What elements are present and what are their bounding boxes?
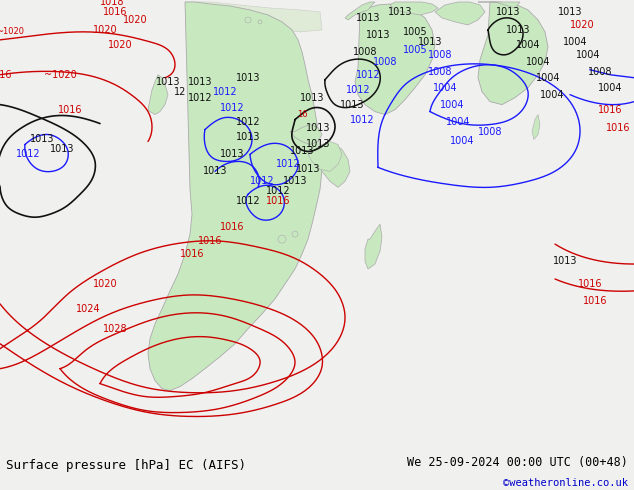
Polygon shape <box>390 2 438 15</box>
Text: 1004: 1004 <box>536 73 560 83</box>
Text: 1013: 1013 <box>558 7 582 17</box>
Text: 1004: 1004 <box>540 90 564 99</box>
Polygon shape <box>148 2 322 391</box>
Text: 1012: 1012 <box>220 102 244 113</box>
Text: 1004: 1004 <box>450 137 474 147</box>
Text: 1016: 1016 <box>58 104 82 115</box>
Text: 1013: 1013 <box>418 37 443 47</box>
Text: 1020: 1020 <box>123 15 147 25</box>
Text: 1013: 1013 <box>283 176 307 186</box>
Text: 1008: 1008 <box>353 47 377 57</box>
Text: 1013: 1013 <box>295 164 320 174</box>
Text: 1016: 1016 <box>0 70 12 80</box>
Polygon shape <box>345 2 375 20</box>
Text: 1020: 1020 <box>108 40 133 50</box>
Text: 16: 16 <box>297 110 307 119</box>
Text: 1004: 1004 <box>563 37 587 47</box>
Text: 1008: 1008 <box>428 67 452 77</box>
Text: 1013: 1013 <box>300 93 324 102</box>
Text: 12: 12 <box>174 87 186 97</box>
Text: 1004: 1004 <box>598 83 622 93</box>
Text: 1016: 1016 <box>578 279 602 289</box>
Polygon shape <box>316 145 350 187</box>
Text: 1004: 1004 <box>526 57 550 67</box>
Circle shape <box>292 231 298 237</box>
Text: 1020: 1020 <box>570 20 594 30</box>
Text: 1016: 1016 <box>266 196 290 206</box>
Text: 1013: 1013 <box>366 30 391 40</box>
Text: 1004: 1004 <box>440 99 464 110</box>
Text: 1012: 1012 <box>356 70 380 80</box>
Text: 1016: 1016 <box>103 7 127 17</box>
Text: ~1020: ~1020 <box>0 27 24 36</box>
Text: 1016: 1016 <box>598 104 622 115</box>
Polygon shape <box>290 124 322 145</box>
Text: 1005: 1005 <box>403 27 427 37</box>
Text: 1004: 1004 <box>515 40 540 50</box>
Text: 1016: 1016 <box>220 222 244 232</box>
Polygon shape <box>355 4 435 115</box>
Text: 1012: 1012 <box>236 196 261 206</box>
Text: 1016: 1016 <box>583 296 607 306</box>
Polygon shape <box>148 75 168 115</box>
Text: 1012: 1012 <box>350 115 374 124</box>
Text: 1008: 1008 <box>478 126 502 137</box>
Text: 1018: 1018 <box>100 0 124 7</box>
Text: 1013: 1013 <box>203 167 227 176</box>
Polygon shape <box>478 2 520 8</box>
Text: 1008: 1008 <box>588 67 612 77</box>
Polygon shape <box>532 115 540 140</box>
Text: 1013: 1013 <box>496 7 521 17</box>
Text: ~1020: ~1020 <box>44 70 76 80</box>
Text: 1013: 1013 <box>30 134 55 145</box>
Polygon shape <box>308 142 342 172</box>
Circle shape <box>245 17 251 23</box>
Text: 1013: 1013 <box>49 145 74 154</box>
Text: 1004: 1004 <box>433 83 457 93</box>
Text: 1016: 1016 <box>198 236 223 246</box>
Text: 1013: 1013 <box>220 149 244 159</box>
Text: 1012: 1012 <box>212 87 237 97</box>
Text: 1008: 1008 <box>428 50 452 60</box>
Text: 1013: 1013 <box>306 122 330 132</box>
Text: 1013: 1013 <box>340 99 365 110</box>
Text: 1012: 1012 <box>188 93 212 102</box>
Polygon shape <box>185 2 322 32</box>
Text: 1013: 1013 <box>306 140 330 149</box>
Text: 1028: 1028 <box>103 324 127 334</box>
Text: 1012: 1012 <box>346 85 370 95</box>
Text: 1024: 1024 <box>75 304 100 314</box>
Text: 1013: 1013 <box>290 147 314 156</box>
Text: 1013: 1013 <box>236 132 260 143</box>
Text: 1012: 1012 <box>266 186 290 196</box>
Text: 1016: 1016 <box>180 249 204 259</box>
Text: 1013: 1013 <box>236 73 260 83</box>
Text: 1013: 1013 <box>388 7 412 17</box>
Text: 1012: 1012 <box>250 176 275 186</box>
Polygon shape <box>435 2 485 25</box>
Text: 1020: 1020 <box>93 25 117 35</box>
Polygon shape <box>365 224 382 269</box>
Text: 1004: 1004 <box>576 50 600 60</box>
Text: 1012: 1012 <box>276 159 301 170</box>
Text: 1005: 1005 <box>403 45 427 55</box>
Polygon shape <box>478 2 548 105</box>
Text: 1013: 1013 <box>506 25 530 35</box>
Text: 1013: 1013 <box>188 77 212 87</box>
Text: ©weatheronline.co.uk: ©weatheronline.co.uk <box>503 477 628 488</box>
Text: 1012: 1012 <box>16 149 41 159</box>
Circle shape <box>258 20 262 24</box>
Text: 1013: 1013 <box>356 13 380 23</box>
Text: 1012: 1012 <box>236 117 261 126</box>
Text: 1008: 1008 <box>373 57 398 67</box>
Text: 1013: 1013 <box>156 77 180 87</box>
Circle shape <box>278 235 286 243</box>
Text: 1004: 1004 <box>446 117 470 126</box>
Text: 1016: 1016 <box>605 122 630 132</box>
Text: We 25-09-2024 00:00 UTC (00+48): We 25-09-2024 00:00 UTC (00+48) <box>407 456 628 469</box>
Text: 1020: 1020 <box>93 279 117 289</box>
Text: Surface pressure [hPa] EC (AIFS): Surface pressure [hPa] EC (AIFS) <box>6 459 247 471</box>
Text: 1013: 1013 <box>553 256 577 266</box>
